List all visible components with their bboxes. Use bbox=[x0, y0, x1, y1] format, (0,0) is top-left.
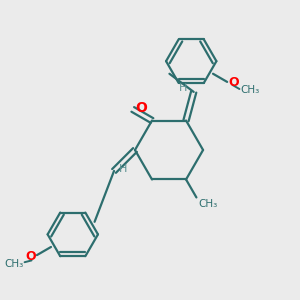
Text: H: H bbox=[119, 164, 127, 174]
Text: O: O bbox=[26, 250, 36, 263]
Text: CH₃: CH₃ bbox=[198, 199, 217, 209]
Text: O: O bbox=[135, 101, 147, 115]
Text: O: O bbox=[228, 76, 238, 89]
Text: H: H bbox=[179, 83, 188, 93]
Text: CH₃: CH₃ bbox=[240, 85, 260, 95]
Text: CH₃: CH₃ bbox=[4, 259, 24, 269]
